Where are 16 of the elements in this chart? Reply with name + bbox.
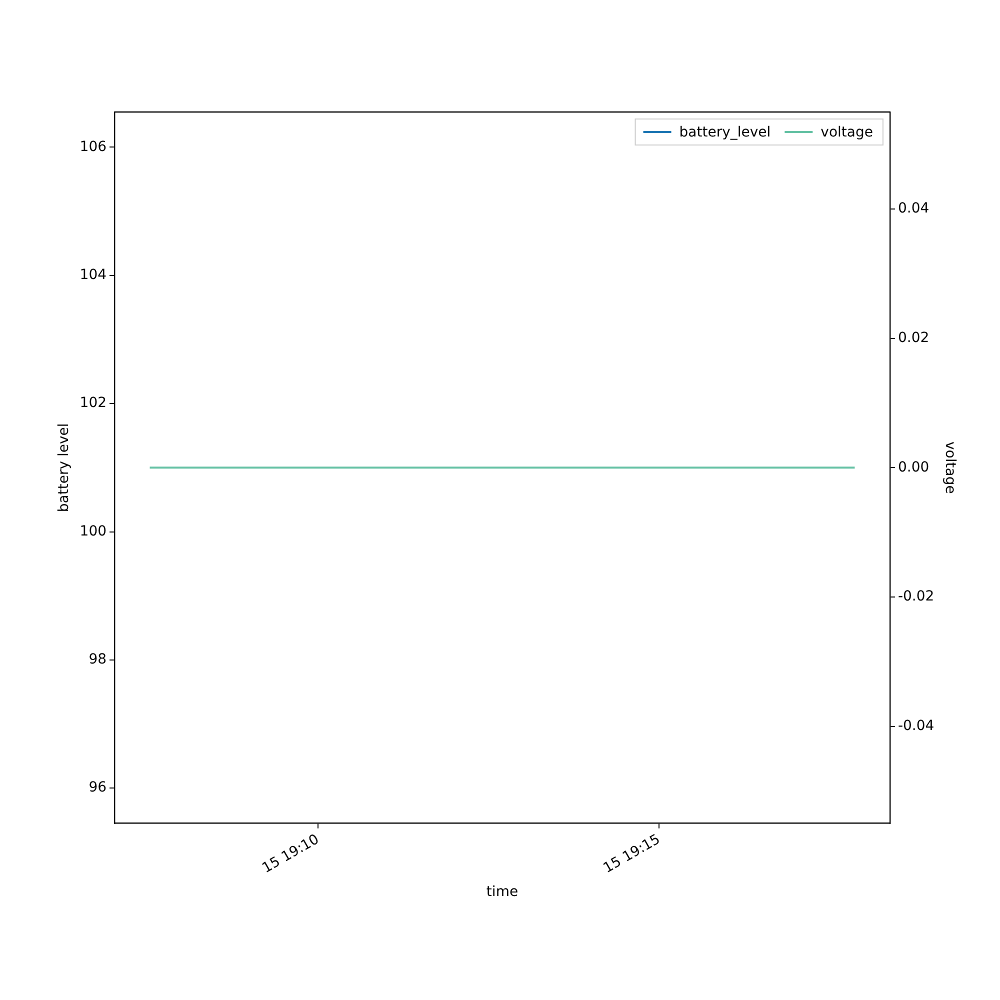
- y2-tick-label: 0.02: [898, 330, 930, 346]
- y-tick-label: 96: [88, 780, 107, 796]
- y2-axis-title: voltage: [942, 442, 958, 494]
- y-tick-label: 102: [80, 395, 107, 412]
- y2-tick-label: -0.02: [898, 588, 934, 605]
- y-tick-label: 106: [80, 138, 107, 155]
- y2-tick-label: -0.04: [898, 718, 934, 734]
- y2-tick-label: 0.00: [898, 459, 930, 476]
- y-tick-label: 104: [80, 267, 107, 284]
- y2-tick-label: 0.04: [898, 200, 930, 217]
- legend-label: voltage: [820, 124, 873, 141]
- legend-label: battery_level: [679, 124, 771, 141]
- y-tick-label: 98: [88, 652, 107, 668]
- y-tick-label: 100: [80, 523, 107, 540]
- x-axis-title: time: [486, 884, 518, 900]
- y-axis-title: battery level: [56, 423, 72, 512]
